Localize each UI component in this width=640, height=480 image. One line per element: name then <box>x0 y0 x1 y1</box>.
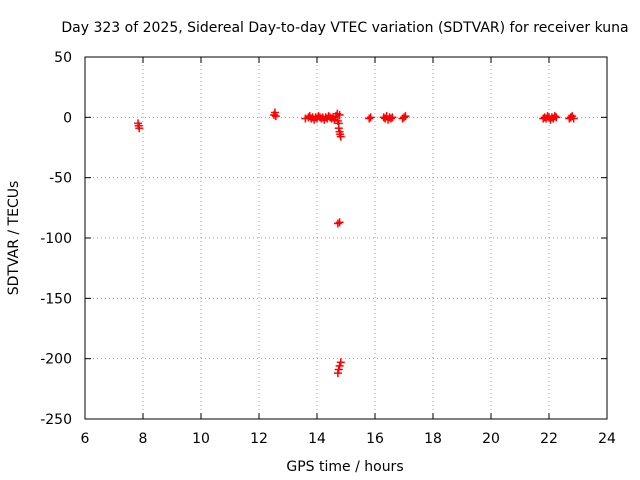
axis-ticks <box>84 56 608 420</box>
data-point <box>400 113 408 122</box>
data-point <box>336 358 345 367</box>
x-tick-label: 24 <box>598 431 616 447</box>
data-point <box>334 124 343 133</box>
y-tick-label: -100 <box>40 231 72 247</box>
y-tick-label: 50 <box>54 50 72 66</box>
x-axis-label: GPS time / hours <box>286 459 403 475</box>
data-point <box>270 108 279 117</box>
data-point <box>336 132 345 141</box>
x-tick-label: 22 <box>540 431 558 447</box>
x-tick-label: 8 <box>139 431 148 447</box>
data-point <box>271 112 280 121</box>
x-tick-label: 16 <box>366 431 384 447</box>
data-point <box>569 114 578 123</box>
x-tick-label: 6 <box>81 431 90 447</box>
data-point <box>401 112 410 121</box>
x-tick-label: 18 <box>424 431 442 447</box>
x-tick-labels: 6 8 10 12 14 16 18 20 22 24 <box>81 431 616 447</box>
y-tick-labels: 50 0 -50 -100 -150 -200 -250 <box>40 50 72 428</box>
data-point <box>333 219 342 228</box>
data-point <box>335 361 344 370</box>
plot-points <box>134 108 578 378</box>
y-tick-label: -200 <box>40 352 72 368</box>
y-tick-label: -250 <box>40 412 72 428</box>
data-point <box>333 369 342 378</box>
y-tick-label: 0 <box>63 110 72 126</box>
data-point <box>386 114 395 123</box>
y-tick-label: -50 <box>49 171 72 187</box>
data-point <box>365 114 374 123</box>
chart-title: Day 323 of 2025, Sidereal Day-to-day VTE… <box>61 20 628 36</box>
grid-lines <box>85 57 607 419</box>
data-point <box>552 113 561 122</box>
data-point <box>388 113 397 122</box>
x-tick-label: 10 <box>192 431 210 447</box>
y-axis-label: SDTVAR / TECUs <box>6 181 22 296</box>
data-point <box>330 115 339 124</box>
data-point <box>135 124 144 133</box>
data-point <box>334 365 343 374</box>
data-point <box>550 112 559 121</box>
x-tick-label: 12 <box>250 431 268 447</box>
data-point <box>335 110 344 119</box>
y-tick-label: -150 <box>40 291 72 307</box>
data-point <box>366 113 375 122</box>
x-tick-label: 20 <box>482 431 500 447</box>
data-point <box>335 218 344 227</box>
x-tick-label: 14 <box>308 431 326 447</box>
